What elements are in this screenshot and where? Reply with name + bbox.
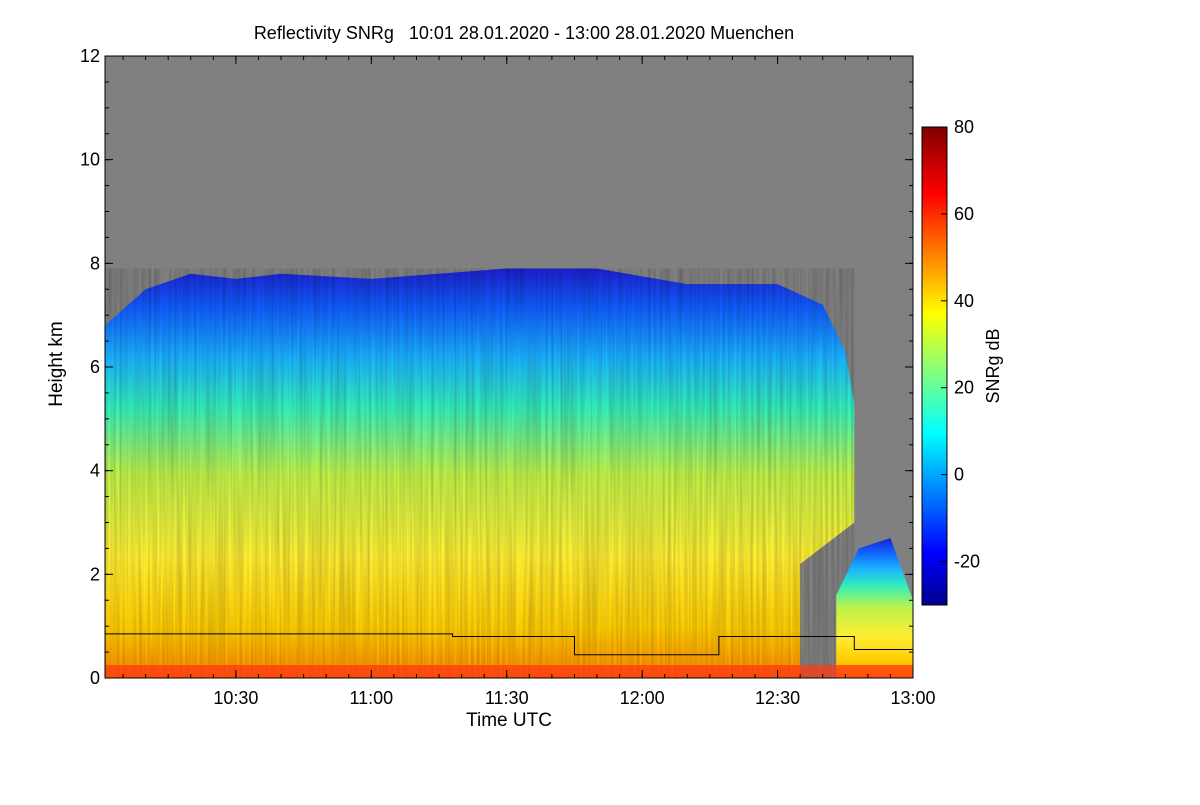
colorbar-tick-label: 0 (954, 465, 964, 485)
y-tick-label: 10 (80, 150, 100, 170)
x-tick-label: 11:00 (349, 688, 393, 708)
colorbar-label: SNRg dB (983, 328, 1003, 403)
y-tick-label: 8 (90, 253, 100, 273)
y-tick-label: 0 (90, 668, 100, 688)
surface-echo-band (105, 665, 913, 678)
colorbar-tick-label: 80 (954, 117, 974, 137)
y-tick-label: 12 (80, 46, 100, 66)
colorbar-tick-label: -20 (954, 552, 980, 572)
colorbar-tick-label: 60 (954, 204, 974, 224)
chart-title: Reflectivity SNRg 10:01 28.01.2020 - 13:… (254, 23, 794, 43)
x-axis-label: Time UTC (466, 710, 552, 731)
colorbar-tick-label: 40 (954, 291, 974, 311)
y-tick-label: 6 (90, 357, 100, 377)
echo-region-late (836, 538, 913, 678)
x-tick-label: 13:00 (890, 688, 935, 708)
echo-texture (105, 268, 855, 678)
x-tick-label: 12:00 (620, 688, 665, 708)
y-axis-label: Height km (46, 321, 67, 407)
x-tick-label: 12:30 (755, 688, 800, 708)
y-tick-label: 2 (90, 564, 100, 584)
x-tick-label: 11:30 (485, 688, 529, 708)
y-tick-label: 4 (90, 461, 100, 481)
colorbar (921, 126, 948, 606)
colorbar-tick-label: 20 (954, 378, 974, 398)
threshold-line (105, 633, 913, 656)
x-tick-label: 10:30 (213, 688, 258, 708)
